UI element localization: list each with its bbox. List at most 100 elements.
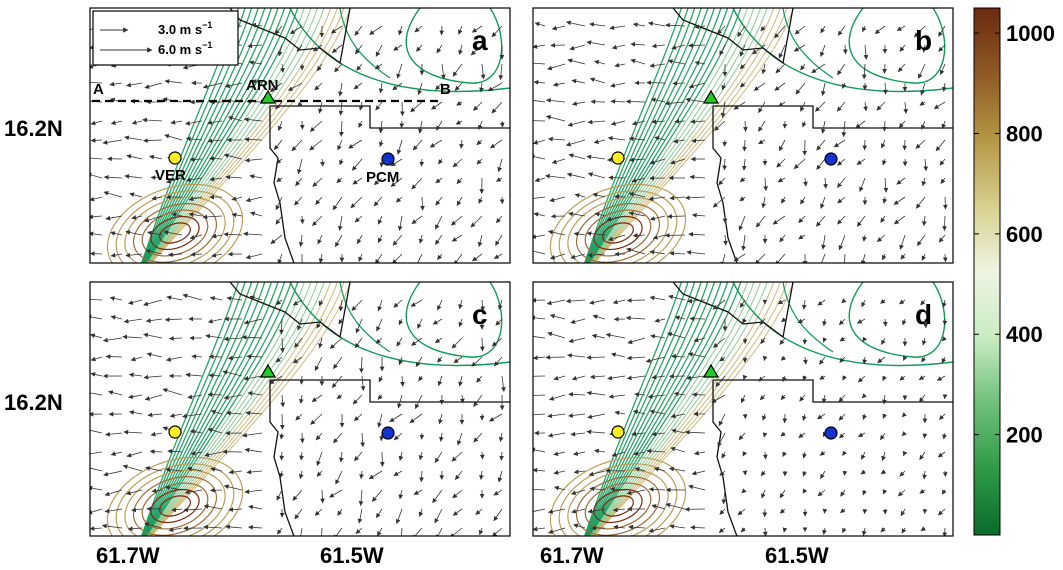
wind-vector — [670, 158, 686, 165]
wind-vector — [820, 470, 826, 479]
wind-vector — [336, 177, 343, 184]
terrain-contour — [147, 282, 319, 536]
wind-vector — [684, 429, 706, 435]
wind-vector — [568, 391, 586, 397]
wind-vector — [376, 318, 383, 332]
terrain-contour — [587, 8, 722, 263]
wind-vector — [877, 356, 886, 363]
panel-label-c: c — [472, 299, 488, 330]
wind-vector — [938, 44, 946, 52]
wind-vector — [882, 196, 888, 204]
wind-vector — [533, 393, 546, 398]
wind-vector — [102, 139, 123, 145]
legend-box — [92, 10, 239, 66]
wind-vector — [358, 489, 364, 507]
terrain-contour — [145, 282, 292, 536]
wind-vector — [122, 334, 143, 340]
peak-contour — [159, 495, 191, 517]
wind-vector — [147, 412, 163, 418]
wind-vector — [674, 118, 686, 124]
wind-vector — [223, 484, 243, 491]
wind-vector — [533, 413, 546, 416]
wind-vector — [311, 394, 323, 402]
wind-vector — [391, 253, 403, 263]
wind-vector — [333, 356, 343, 369]
wind-vector — [625, 315, 646, 321]
wind-vector — [609, 486, 626, 492]
wind-vector — [842, 470, 848, 476]
coastline — [269, 380, 295, 536]
wind-vector — [612, 507, 626, 513]
terrain-contour — [732, 8, 953, 93]
wind-vector — [902, 450, 908, 457]
wind-vector — [225, 82, 243, 89]
wind-vector — [393, 44, 403, 51]
panel-plot-area — [533, 8, 953, 263]
wind-vector — [759, 318, 766, 325]
wind-vector — [800, 101, 806, 112]
terrain-contour — [584, 282, 689, 536]
wind-vector — [149, 154, 163, 160]
wind-vector — [104, 489, 123, 497]
wind-vector — [839, 336, 846, 342]
wind-vector — [919, 100, 926, 106]
wind-vector — [761, 63, 767, 75]
wind-vector — [398, 451, 404, 461]
legend-label-large: 6.0 m s−1 — [158, 40, 212, 57]
wind-vector — [820, 196, 826, 209]
wind-vector — [862, 336, 868, 343]
terrain-contour — [150, 282, 345, 536]
wind-vector — [297, 158, 303, 175]
wind-vector — [103, 174, 123, 180]
wind-vector — [915, 139, 926, 149]
wind-vector — [145, 466, 163, 472]
peak-contour — [558, 190, 678, 263]
wind-vector — [762, 527, 768, 536]
wind-vector — [842, 450, 847, 456]
coastline — [229, 8, 351, 65]
wind-vector — [207, 318, 223, 324]
colorbar-tick-label: 800 — [1006, 121, 1043, 146]
station-ver-label: VER — [155, 167, 186, 184]
wind-vector — [922, 432, 928, 439]
wind-vector — [649, 63, 666, 68]
wind-vector — [893, 196, 906, 205]
wind-vector — [918, 394, 926, 403]
wind-vector — [168, 335, 183, 341]
wind-vector — [487, 82, 503, 92]
wind-vector — [246, 354, 263, 359]
wind-vector — [571, 101, 586, 106]
wind-vector — [183, 507, 203, 513]
wind-vector — [223, 394, 243, 400]
terrain-contour — [586, 282, 709, 536]
coastline — [712, 106, 738, 263]
wind-vector — [777, 299, 786, 305]
peak-contour — [106, 456, 244, 536]
wind-vector — [763, 177, 769, 192]
wind-vector — [938, 234, 946, 243]
wind-vector — [354, 451, 363, 462]
wind-vector — [436, 527, 443, 536]
wind-vector — [551, 158, 566, 164]
wind-vector — [208, 373, 223, 378]
peak-contour — [115, 463, 235, 536]
wind-vector — [353, 82, 363, 90]
wind-vector — [548, 136, 566, 142]
wind-vector — [202, 82, 223, 89]
wind-vector — [882, 394, 887, 405]
wind-vector — [565, 298, 586, 304]
wind-vector — [338, 82, 343, 97]
station-ver-marker — [168, 425, 182, 439]
wind-vector — [435, 234, 443, 245]
wind-vector — [167, 448, 183, 454]
wind-vector — [533, 355, 546, 361]
wind-vector — [312, 215, 323, 226]
wind-vector — [822, 527, 827, 535]
wind-vector — [916, 234, 926, 246]
wind-vector — [901, 412, 907, 418]
wind-vector — [591, 333, 606, 339]
terrain-contour — [593, 8, 788, 263]
wind-vector — [780, 355, 786, 361]
wind-vector — [651, 119, 666, 125]
wind-vector — [330, 25, 343, 34]
